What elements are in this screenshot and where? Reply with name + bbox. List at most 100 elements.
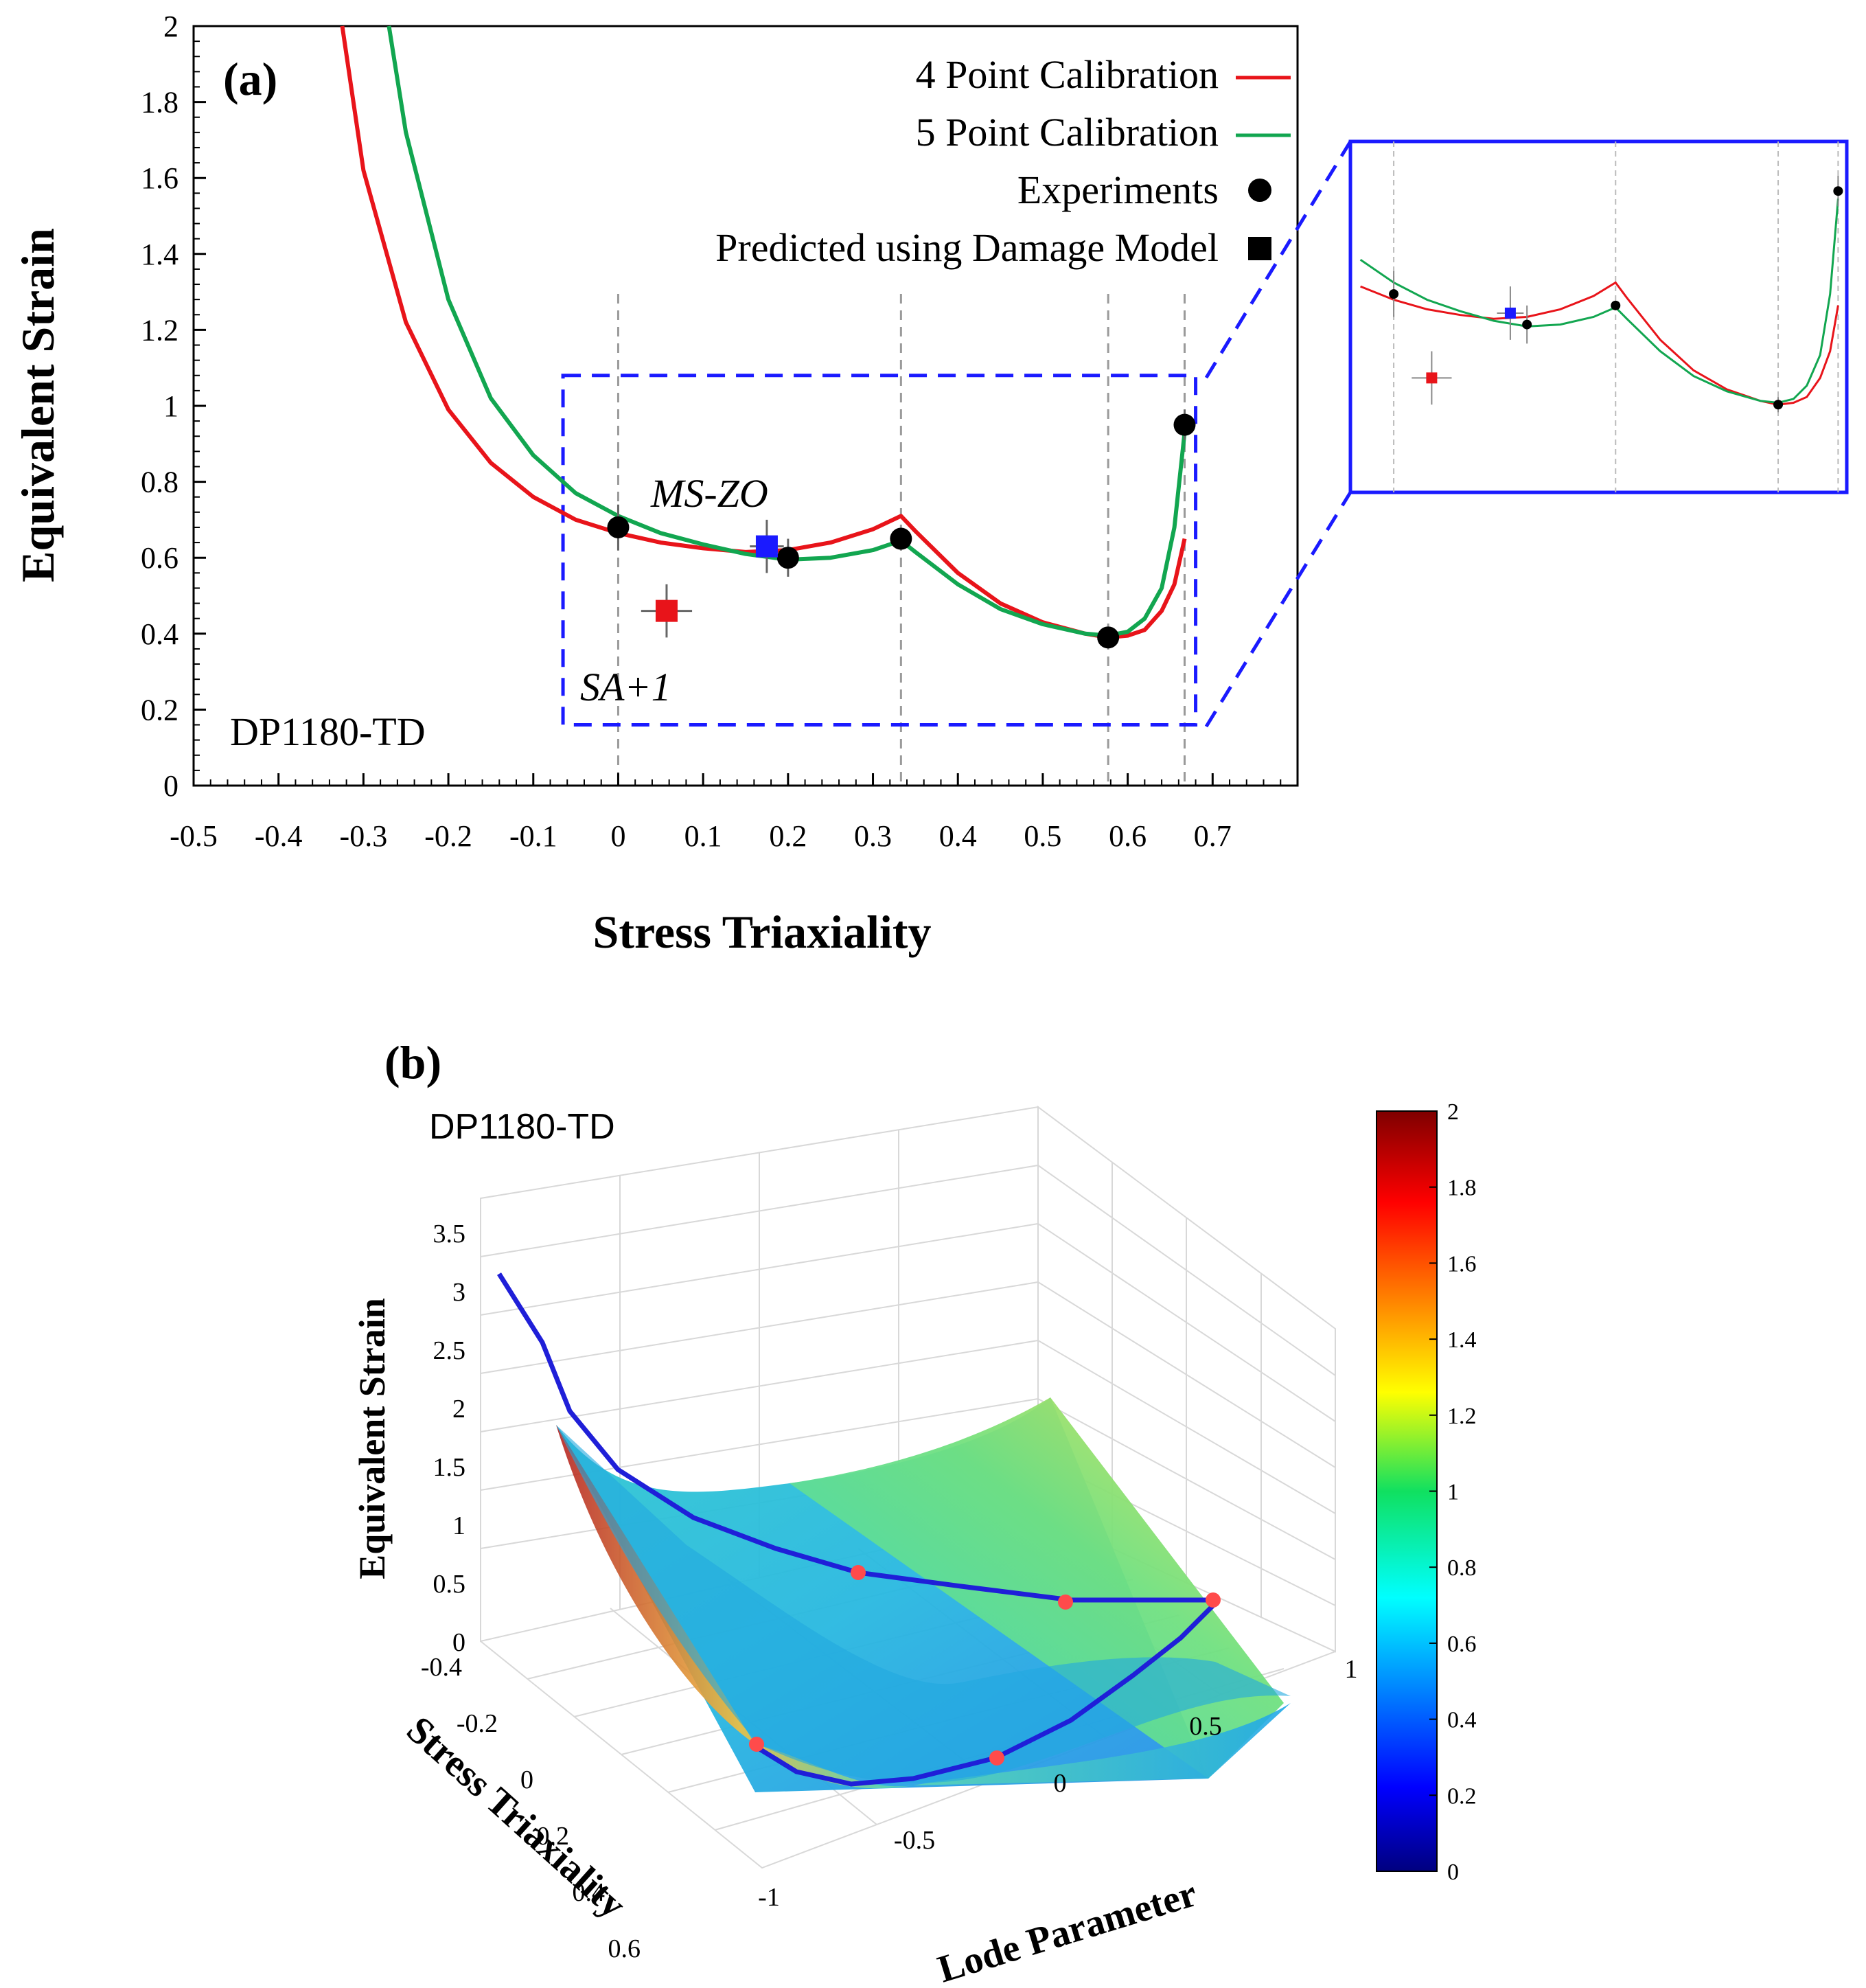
legend-marker-predicted (1248, 237, 1271, 260)
x-tick-label: 0.6 (1109, 819, 1147, 853)
x-tick-label: 0.4 (939, 819, 977, 853)
experiment-point-1 (776, 547, 799, 569)
y-tick-label: 1.2 (141, 313, 178, 347)
surface-point-3 (749, 1737, 764, 1752)
triax-tick-label: 0 (520, 1766, 533, 1794)
x-tick-label: -0.1 (509, 819, 557, 853)
inset-experiment-point (1389, 289, 1399, 299)
z-tick-label: 0 (452, 1628, 465, 1657)
z-tick-label: 0.5 (433, 1570, 466, 1599)
colorbar-tick-label: 1.4 (1447, 1327, 1477, 1353)
y-tick-label: 0.8 (141, 466, 178, 499)
z-tick-label: 3 (452, 1278, 465, 1307)
surface-point-1 (1058, 1595, 1073, 1610)
colorbar-tick-label: 1.2 (1447, 1404, 1477, 1429)
inset-experiment-point (1773, 400, 1784, 410)
lode-tick-label: 0 (1054, 1769, 1067, 1798)
colorbar (1376, 1110, 1438, 1872)
inset-content (1359, 141, 1843, 492)
material-label-b: DP1180-TD (429, 1107, 615, 1147)
surface-point-2 (1206, 1592, 1221, 1608)
predicted-label-ms-zo: MS-ZO (650, 471, 768, 516)
colorbar-tick-label: 1.8 (1447, 1176, 1477, 1201)
tick-labels: -0.5 -0.4 -0.3 -0.2 -0.1 0 0.1 0.2 0.3 0.4 0.5 0.6 0… (141, 10, 1232, 853)
legend-label-predicted: Predicted using Damage Model (715, 225, 1219, 270)
x-tick-label: 0.1 (684, 819, 722, 853)
triax-tick-label: -0.2 (457, 1709, 498, 1738)
experiment-point-0 (607, 516, 630, 538)
y-tick-label: 1 (163, 389, 178, 423)
y-tick-label: 1.4 (141, 238, 178, 271)
y-tick-label: 0.4 (141, 617, 178, 651)
panel-a: -0.5 -0.4 -0.3 -0.2 -0.1 0 0.1 0.2 0.3 0.4 0.5 0.6 0… (12, 10, 1299, 958)
y-tick-label: 2 (163, 10, 178, 43)
inset-predicted-point (1426, 372, 1438, 384)
surface-point-0 (851, 1565, 866, 1580)
z-axis-label-b: Equivalent Strain (352, 1298, 393, 1579)
lode-tick-label: -0.5 (894, 1826, 935, 1855)
colorbar-tick-label: 0.4 (1447, 1708, 1477, 1733)
experiment-point-3 (1097, 626, 1120, 649)
colorbar-tick-label: 1 (1447, 1480, 1459, 1505)
x-axis-label-b: Lode Parameter (933, 1872, 1201, 1988)
x-tick-label: 0.3 (854, 819, 892, 853)
legend-label-experiments: Experiments (1017, 168, 1219, 212)
colorbar-tick-label: 0.8 (1447, 1555, 1477, 1581)
y-tick-label: 0.2 (141, 693, 178, 727)
panel-a-label: (a) (223, 53, 277, 105)
predicted-point-0 (755, 535, 778, 558)
legend-label-5pt: 5 Point Calibration (916, 110, 1219, 155)
y-tick-label: 1.6 (141, 161, 178, 195)
zoom-rectangle (561, 374, 1198, 727)
y-tick-label: 1.8 (141, 86, 178, 119)
panel-b: (b) DP1180-TD 0 0.5 1 1.5 2 2.5 3 3.5 -0.4 -0.2 (352, 1036, 1477, 1988)
triaxiality-curve (497, 1272, 1219, 1603)
legend-marker-experiments (1248, 179, 1271, 202)
triax-tick-label: 0.4 (573, 1878, 606, 1907)
y-tick-label: 0 (163, 769, 178, 803)
z-tick-label: 1.5 (433, 1453, 466, 1482)
zoom-connector-top (1204, 140, 1352, 379)
material-label-a: DP1180-TD (230, 709, 426, 754)
z-tick-label: 3.5 (433, 1220, 466, 1248)
x-tick-label: 0.7 (1194, 819, 1232, 853)
y-axis-label-b: Stress Triaxiality (398, 1709, 634, 1927)
data-points (607, 409, 1196, 649)
y-axis-label-a: Equivalent Strain (12, 228, 64, 582)
x-tick-label: 0 (610, 819, 625, 853)
x-tick-label: 0.5 (1024, 819, 1061, 853)
lode-tick-label: -1 (758, 1883, 780, 1912)
colorbar-tick-label: 0 (1447, 1860, 1459, 1885)
series-line-4pt (340, 25, 1187, 640)
colorbar-tick-label: 2 (1447, 1099, 1459, 1125)
y-tick-label: 0.6 (141, 541, 178, 575)
series-lines (340, 25, 1187, 640)
legend: 4 Point Calibration 5 Point Calibration … (715, 52, 1291, 270)
triax-tick-label: -0.4 (421, 1653, 462, 1682)
inset-experiment-point (1522, 319, 1532, 330)
colorbar-ticks: 0 0.2 0.4 0.6 0.8 1 1.2 1.4 1.6 1.8 2 (1429, 1099, 1477, 1885)
predicted-point-1 (655, 599, 678, 622)
inset-experiment-point (1611, 300, 1621, 310)
colorbar-tick-label: 1.6 (1447, 1251, 1477, 1277)
inset-series-line (1360, 281, 1839, 406)
x-tick-label: -0.5 (170, 819, 218, 853)
colorbar-tick-label: 0.6 (1447, 1632, 1477, 1657)
triax-tick-label: 0.2 (537, 1822, 570, 1851)
series-line-5pt (387, 25, 1187, 638)
inset-frame (1348, 139, 1849, 494)
surface-points (749, 1565, 1221, 1766)
z-tick-label: 2 (452, 1395, 465, 1424)
zoom-connector-bottom (1204, 491, 1352, 728)
x-tick-label: -0.3 (340, 819, 388, 853)
colorbar-tick-label: 0.2 (1447, 1783, 1477, 1809)
surface-tick-labels: 00.511.522.533.5-0.4-0.200.20.40.6-1-0.5… (421, 1220, 1358, 1963)
predicted-label-sa1: SA+1 (580, 665, 671, 709)
zoom-box (561, 374, 1198, 727)
x-axis-label-a: Stress Triaxiality (593, 906, 932, 958)
zoom-inset (1204, 139, 1849, 728)
surface-point-4 (989, 1750, 1004, 1766)
x-tick-label: -0.2 (424, 819, 472, 853)
x-tick-label: 0.2 (769, 819, 807, 853)
